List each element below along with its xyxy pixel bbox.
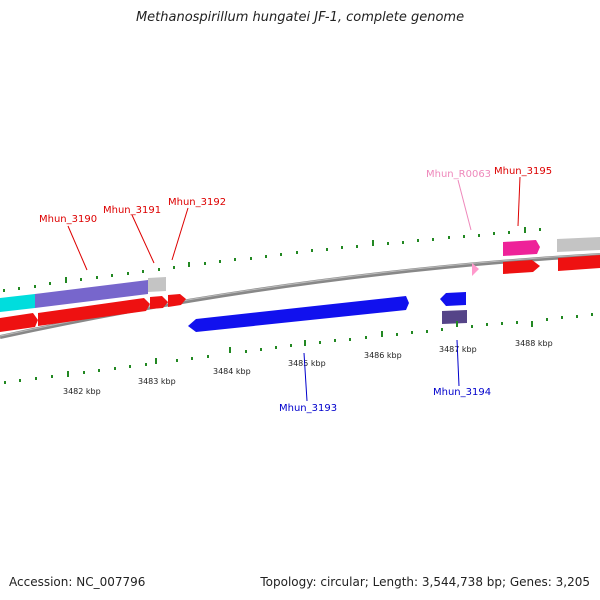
genome-backbone xyxy=(0,253,600,339)
gene-arrow-3192b xyxy=(168,294,186,307)
scale-label-3482: 3482 kbp xyxy=(63,387,101,396)
gene-label-mhun-3192: Mhun_3192 xyxy=(168,197,226,208)
map-title: Methanospirillum hungatei JF-1, complete… xyxy=(135,10,465,25)
scale-label-3486: 3486 kbp xyxy=(364,351,402,360)
gene-label-mhun-3194: Mhun_3194 xyxy=(433,387,491,398)
gene-label-mhun-3190: Mhun_3190 xyxy=(39,214,97,225)
upper-tick-row xyxy=(3,227,541,292)
dark-purple-feature xyxy=(442,310,467,324)
grey-feature-right xyxy=(557,237,600,252)
gene-label-mhun-3195: Mhun_3195 xyxy=(494,166,552,177)
gene-arrow-3193 xyxy=(188,296,409,332)
scale-label-3485: 3485 kbp xyxy=(288,359,326,368)
gene-label-mhun-3193: Mhun_3193 xyxy=(279,403,337,414)
gene-label-mhun-3191: Mhun_3191 xyxy=(103,205,161,216)
genome-summary-text: Topology: circular; Length: 3,544,738 bp… xyxy=(260,575,590,589)
lower-tick-row xyxy=(4,313,593,384)
scale-label-3484: 3484 kbp xyxy=(213,367,251,376)
gene-arrow-3195b xyxy=(503,260,540,274)
cyan-feature xyxy=(0,294,35,312)
accession-text: Accession: NC_007796 xyxy=(9,575,146,589)
gene-arrow-3192a xyxy=(150,296,168,309)
label-leader-lines xyxy=(67,176,521,402)
grey-feature xyxy=(148,277,166,292)
gene-arrow-3194 xyxy=(440,292,466,306)
gene-arrow-3190 xyxy=(0,313,38,332)
scale-label-3483: 3483 kbp xyxy=(138,377,176,386)
gene-arrow-3191 xyxy=(38,298,150,326)
scale-label-3488: 3488 kbp xyxy=(515,339,553,348)
gene-label-mhun-r0063: Mhun_R0063 xyxy=(426,169,491,180)
trna-arrow-r0063 xyxy=(472,263,479,276)
purple-feature xyxy=(35,280,148,308)
gene-arrow-3195a xyxy=(503,240,540,256)
gene-arrow-edge xyxy=(558,255,600,271)
